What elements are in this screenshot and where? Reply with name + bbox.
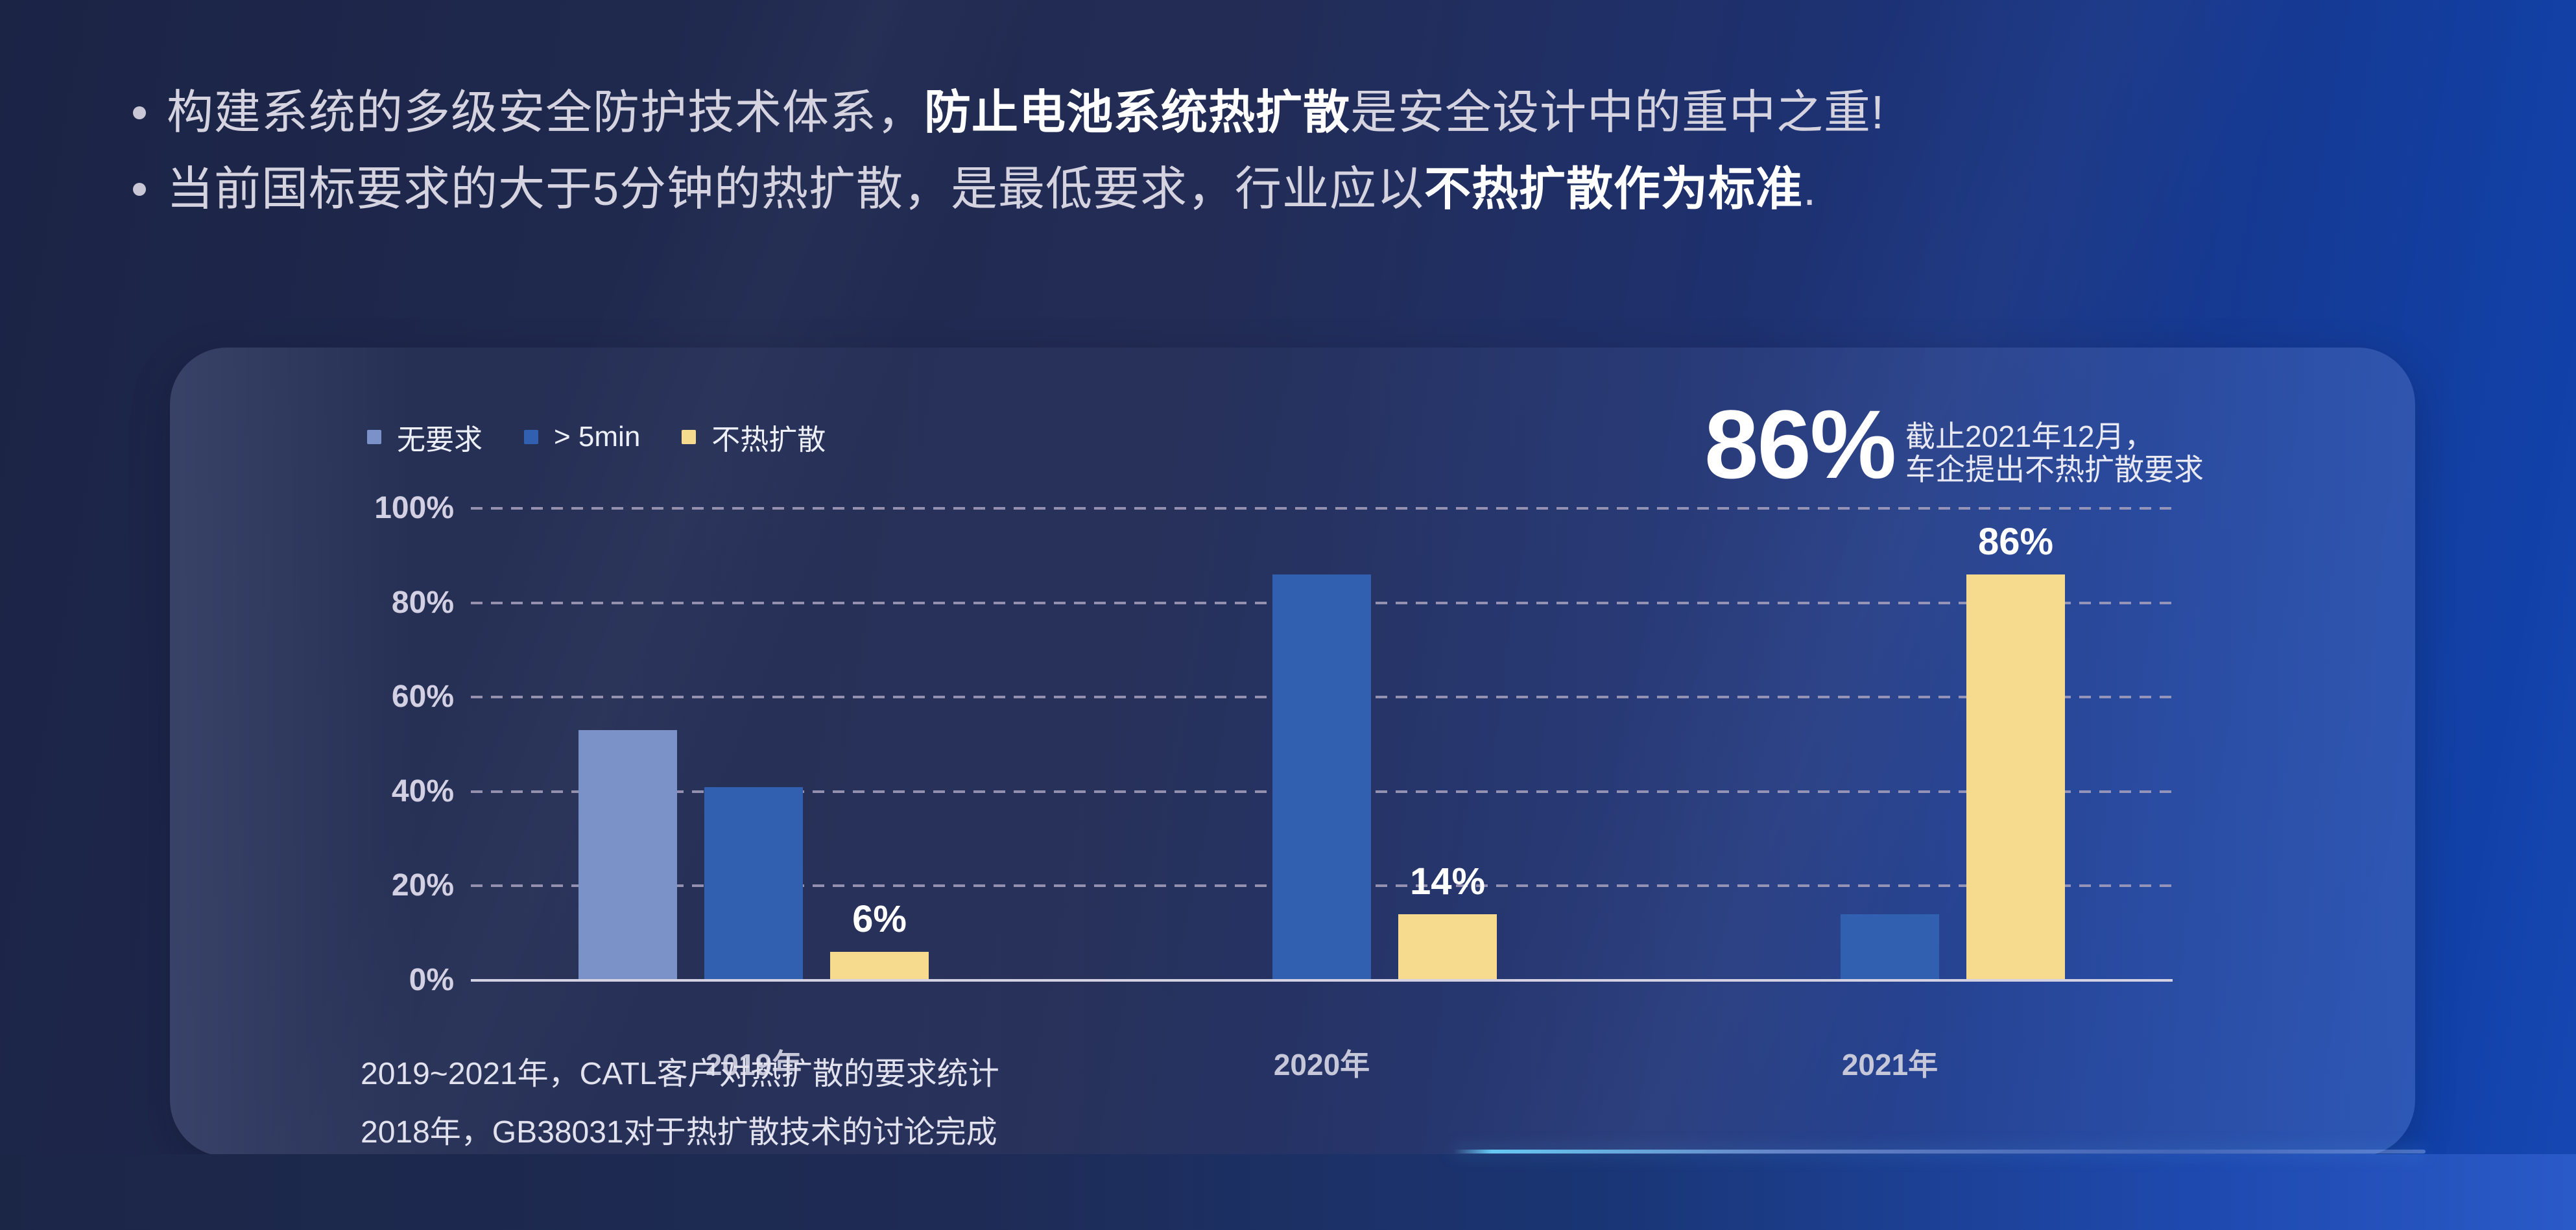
bullet-dot-icon xyxy=(133,106,146,119)
legend-label: 无要求 xyxy=(397,424,483,456)
bullet-text: 构建系统的多级安全防护技术体系，防止电池系统热扩散是安全设计中的重中之重! xyxy=(167,82,1885,144)
bar-> 5min xyxy=(1841,914,1939,980)
chart-legend: 无要求 > 5min 不热扩散 xyxy=(367,416,826,458)
bullet-text-emphasis: 不热扩散作为标准 xyxy=(1424,163,1804,215)
legend-swatch-icon xyxy=(367,430,381,444)
callout-description-line: 车企提出不热扩散要求 xyxy=(1905,453,2204,486)
chart-caption: 2018年，GB38031对于热扩散技术的讨论完成 xyxy=(361,1115,997,1150)
x-axis-category-label: 2020年 xyxy=(1273,1048,1370,1082)
chart-caption: 2019~2021年，CATL客户对热扩散的要求统计 xyxy=(361,1057,999,1091)
gridline xyxy=(471,507,2173,510)
bar-无要求 xyxy=(578,730,677,980)
bullet-text: 当前国标要求的大于5分钟的热扩散，是最低要求，行业应以不热扩散作为标准. xyxy=(167,158,1817,220)
legend-label: > 5min xyxy=(554,421,641,453)
callout-description-line: 截止2021年12月， xyxy=(1905,420,2154,453)
bar-value-label: 86% xyxy=(1977,520,2054,563)
y-axis-tick-label: 20% xyxy=(391,868,454,903)
bar-> 5min xyxy=(704,786,803,980)
y-axis-tick-label: 100% xyxy=(374,491,454,525)
bullet-text-suffix: . xyxy=(1803,163,1817,215)
y-axis-tick-label: 0% xyxy=(409,963,454,997)
y-axis-tick-label: 40% xyxy=(391,774,454,809)
callout-big-number: 86% xyxy=(1704,390,1896,499)
bullet-dot-icon xyxy=(133,183,146,196)
legend-label: 不热扩散 xyxy=(711,424,826,456)
y-axis-tick-label: 80% xyxy=(391,585,454,620)
bar-不热扩散 xyxy=(1966,574,2065,980)
bar-不热扩散 xyxy=(1398,914,1497,980)
y-axis-tick-label: 60% xyxy=(391,680,454,715)
bullet-text-suffix: 是安全设计中的重中之重! xyxy=(1350,87,1885,139)
bullet-text-prefix: 当前国标要求的大于5分钟的热扩散，是最低要求，行业应以 xyxy=(167,163,1425,215)
bar-不热扩散 xyxy=(830,952,929,980)
bar-> 5min xyxy=(1272,574,1371,980)
x-axis-category-label: 2021年 xyxy=(1841,1048,1938,1082)
legend-item-no-requirement: 无要求 xyxy=(367,416,483,458)
footer-band xyxy=(0,1154,2576,1230)
legend-swatch-icon xyxy=(524,430,538,444)
legend-item-no-propagation: 不热扩散 xyxy=(682,416,826,458)
legend-item-gt5min: > 5min xyxy=(524,421,640,453)
bar-value-label: 14% xyxy=(1409,860,1486,903)
bullet-item: 构建系统的多级安全防护技术体系，防止电池系统热扩散是安全设计中的重中之重! xyxy=(133,82,1885,144)
x-axis-category-label: 2019年 xyxy=(705,1048,802,1082)
glow-accent-line xyxy=(1453,1150,2426,1153)
bar-value-label: 6% xyxy=(852,898,907,941)
legend-swatch-icon xyxy=(682,430,697,444)
x-axis-line xyxy=(471,979,2173,982)
chart-card: 无要求 > 5min 不热扩散 100% 80% 60% 40% 20% 0% 6% 14% 8… xyxy=(170,348,2415,1157)
bullet-text-prefix: 构建系统的多级安全防护技术体系， xyxy=(167,87,925,139)
bullet-text-emphasis: 防止电池系统热扩散 xyxy=(924,87,1351,139)
callout-description: 截止2021年12月， 车企提出不热扩散要求 xyxy=(1905,420,2204,486)
bullet-item: 当前国标要求的大于5分钟的热扩散，是最低要求，行业应以不热扩散作为标准. xyxy=(133,158,1817,220)
